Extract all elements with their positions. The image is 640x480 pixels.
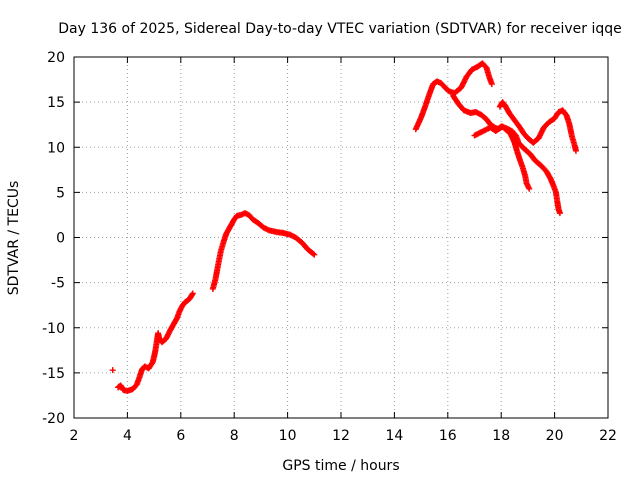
x-tick-label: 18 xyxy=(492,428,510,444)
y-tick-label: 20 xyxy=(47,50,65,66)
y-tick-label: -10 xyxy=(42,321,65,337)
data-point xyxy=(109,367,116,374)
data-point xyxy=(556,210,563,217)
x-tick-label: 10 xyxy=(279,428,297,444)
x-tick-label: 2 xyxy=(70,428,79,444)
chart-title: Day 136 of 2025, Sidereal Day-to-day VTE… xyxy=(58,21,622,37)
plot-frame xyxy=(73,56,609,419)
y-axis-label: SDTVAR / TECUs xyxy=(6,181,22,296)
y-tick-label: 15 xyxy=(47,95,65,111)
y-tick-label: -15 xyxy=(42,366,65,382)
x-tick-label: 20 xyxy=(546,428,564,444)
y-tick-label: -20 xyxy=(42,411,65,427)
x-tick-label: 16 xyxy=(439,428,457,444)
x-tick-label: 4 xyxy=(123,428,132,444)
data-point xyxy=(572,147,579,154)
y-tick-label: 5 xyxy=(56,185,65,201)
grid xyxy=(74,57,608,418)
x-tick-label: 22 xyxy=(599,428,617,444)
data-points xyxy=(109,60,579,394)
x-tick-label: 6 xyxy=(176,428,185,444)
ticks: 2 4 6 8 10 12 14 16 18 20 22 -20 -15 -10 -5 0 5 10 15 20 xyxy=(42,50,617,444)
y-tick-label: 10 xyxy=(47,140,65,156)
data-point xyxy=(526,185,533,192)
x-axis-label: GPS time / hours xyxy=(282,458,399,474)
y-tick-label: -5 xyxy=(51,276,65,292)
x-tick-label: 12 xyxy=(332,428,350,444)
data-point xyxy=(488,81,495,88)
x-tick-label: 14 xyxy=(385,428,403,444)
x-tick-label: 8 xyxy=(230,428,239,444)
y-tick-label: 0 xyxy=(56,231,65,247)
data-point xyxy=(310,250,317,257)
data-point xyxy=(189,290,196,297)
data-point xyxy=(311,251,318,258)
